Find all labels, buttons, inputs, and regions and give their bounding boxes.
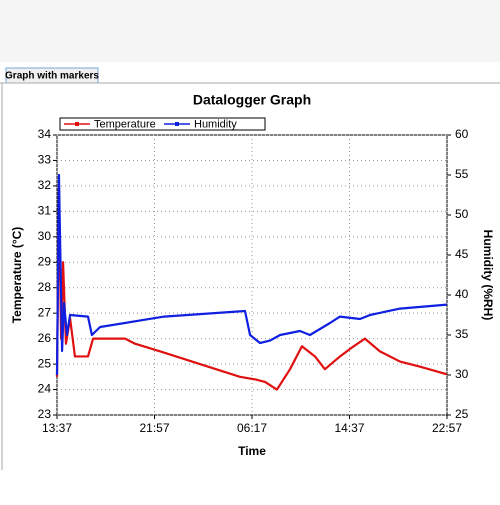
y-tick-label: 27 <box>38 305 52 319</box>
y2-tick-label: 30 <box>455 367 469 381</box>
x-tick-label: 14:37 <box>334 421 364 435</box>
y-tick-label: 29 <box>38 254 52 268</box>
y-tick-label: 33 <box>38 153 52 167</box>
y-tick-label: 31 <box>38 204 52 218</box>
x-tick-label: 13:37 <box>42 421 72 435</box>
toolbar-area <box>0 0 500 62</box>
y-axis-label: Temperature (°C) <box>10 227 24 324</box>
y2-axis-label: Humidity (%RH) <box>481 230 495 321</box>
y-tick-label: 28 <box>38 280 52 294</box>
y-tick-label: 32 <box>38 178 52 192</box>
y2-tick-label: 45 <box>455 247 469 261</box>
y-tick-label: 23 <box>38 407 52 421</box>
y-tick-label: 25 <box>38 356 52 370</box>
legend-marker <box>175 122 179 126</box>
y2-tick-label: 50 <box>455 207 469 221</box>
y-tick-label: 30 <box>38 229 52 243</box>
legend-box <box>59 117 266 131</box>
y-tick-label: 34 <box>38 127 52 141</box>
y-tick-label: 24 <box>38 382 52 396</box>
y-tick-label: 26 <box>38 331 52 345</box>
y2-tick-label: 25 <box>455 407 469 421</box>
x-axis-label: Time <box>238 444 266 458</box>
y2-tick-label: 40 <box>455 287 469 301</box>
tab-label[interactable]: Graph with markers <box>5 71 99 82</box>
chart-title: Datalogger Graph <box>193 92 311 108</box>
series-line <box>55 173 448 376</box>
x-tick-label: 22:57 <box>432 421 462 435</box>
y2-tick-label: 55 <box>455 167 469 181</box>
legend-marker <box>75 122 79 126</box>
y2-tick-label: 35 <box>455 327 469 341</box>
legend-label: Humidity <box>194 118 237 130</box>
x-tick-label: 06:17 <box>237 421 267 435</box>
x-tick-label: 21:57 <box>139 421 169 435</box>
legend-label: Temperature <box>94 118 156 130</box>
y2-tick-label: 60 <box>455 127 469 141</box>
